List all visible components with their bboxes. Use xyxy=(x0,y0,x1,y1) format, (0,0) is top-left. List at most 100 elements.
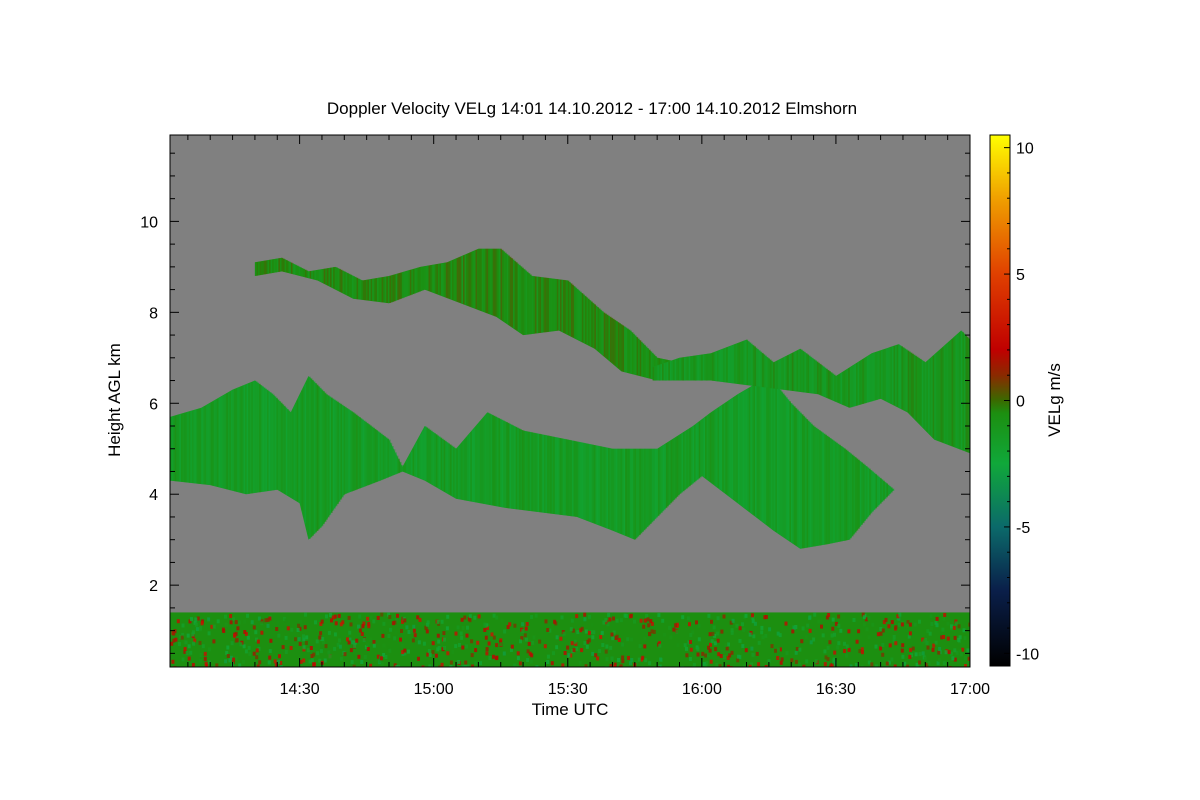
velocity-pixel xyxy=(279,665,283,667)
velocity-pixel xyxy=(588,614,591,619)
velocity-streak xyxy=(654,448,657,520)
velocity-pixel xyxy=(711,631,715,636)
velocity-streak xyxy=(669,441,671,505)
velocity-streak xyxy=(495,416,497,507)
velocity-streak xyxy=(359,279,362,300)
velocity-pixel xyxy=(630,658,634,662)
velocity-streak xyxy=(533,276,535,334)
velocity-streak xyxy=(334,267,337,290)
velocity-streak xyxy=(562,438,565,516)
velocity-streak xyxy=(531,275,534,334)
velocity-pixel xyxy=(488,656,492,660)
velocity-pixel xyxy=(309,646,313,650)
velocity-streak xyxy=(587,443,590,522)
velocity-pixel xyxy=(452,640,456,645)
velocity-streak xyxy=(550,278,553,332)
velocity-streak xyxy=(787,399,790,541)
velocity-pixel xyxy=(306,648,310,653)
velocity-streak xyxy=(545,277,548,333)
velocity-streak xyxy=(270,392,272,491)
velocity-pixel xyxy=(333,632,337,637)
velocity-streak xyxy=(704,354,706,381)
velocity-pixel xyxy=(189,650,193,655)
velocity-streak xyxy=(736,395,738,503)
velocity-pixel xyxy=(918,652,922,657)
velocity-pixel xyxy=(587,638,591,643)
velocity-pixel xyxy=(530,615,534,619)
velocity-pixel xyxy=(570,641,574,646)
velocity-streak xyxy=(568,439,571,516)
velocity-streak xyxy=(306,381,308,530)
velocity-streak xyxy=(593,445,596,524)
plot-frame xyxy=(169,134,971,668)
velocity-streak xyxy=(656,448,659,518)
velocity-streak xyxy=(765,355,767,388)
velocity-streak xyxy=(612,448,615,531)
velocity-streak xyxy=(709,353,711,381)
velocity-streak xyxy=(769,376,771,528)
velocity-pixel xyxy=(296,628,300,632)
velocity-streak xyxy=(522,267,524,335)
velocity-pixel xyxy=(630,613,633,618)
velocity-streak xyxy=(592,302,595,348)
velocity-streak xyxy=(929,358,932,435)
velocity-pixel xyxy=(950,624,953,629)
velocity-pixel xyxy=(451,650,455,654)
velocity-streak xyxy=(617,448,619,533)
velocity-pixel xyxy=(403,648,407,653)
velocity-pixel xyxy=(757,640,761,645)
velocity-pixel xyxy=(369,663,373,667)
velocity-streak xyxy=(701,419,704,476)
velocity-streak xyxy=(484,248,487,313)
velocity-pixel xyxy=(909,647,912,652)
velocity-streak xyxy=(674,359,677,381)
velocity-pixel xyxy=(437,639,441,644)
velocity-pixel xyxy=(859,634,862,639)
velocity-pixel xyxy=(925,662,929,667)
velocity-pixel xyxy=(867,635,871,640)
velocity-streak xyxy=(502,249,504,321)
velocity-pixel xyxy=(233,633,237,638)
velocity-pixel xyxy=(325,614,328,619)
velocity-streak xyxy=(539,276,542,333)
velocity-pixel xyxy=(937,658,941,663)
velocity-pixel xyxy=(225,650,229,655)
velocity-streak xyxy=(626,448,629,537)
velocity-pixel xyxy=(647,623,651,628)
velocity-streak xyxy=(470,432,472,502)
velocity-pixel xyxy=(461,665,465,667)
velocity-pixel xyxy=(637,657,641,662)
velocity-pixel xyxy=(422,641,426,646)
velocity-streak xyxy=(434,433,436,487)
velocity-streak xyxy=(811,423,813,547)
velocity-streak xyxy=(650,448,652,524)
velocity-pixel xyxy=(391,621,395,626)
velocity-pixel xyxy=(963,656,967,661)
velocity-pixel xyxy=(836,645,840,650)
velocity-pixel xyxy=(669,635,673,640)
velocity-streak xyxy=(452,260,454,300)
velocity-pixel xyxy=(784,621,788,626)
velocity-streak xyxy=(830,438,832,544)
velocity-streak xyxy=(777,360,780,390)
velocity-streak xyxy=(791,403,793,543)
velocity-streak xyxy=(412,269,415,295)
velocity-streak xyxy=(525,431,527,511)
velocity-pixel xyxy=(188,619,192,624)
velocity-pixel xyxy=(174,637,178,642)
velocity-streak xyxy=(786,397,788,540)
velocity-pixel xyxy=(290,627,294,632)
velocity-pixel xyxy=(672,627,676,632)
velocity-streak xyxy=(608,315,610,361)
velocity-streak xyxy=(373,278,376,302)
velocity-pixel xyxy=(479,661,482,666)
velocity-streak xyxy=(556,437,558,515)
velocity-streak xyxy=(615,448,618,532)
velocity-pixel xyxy=(823,662,827,667)
velocity-pixel xyxy=(780,657,784,662)
velocity-pixel xyxy=(879,631,883,636)
velocity-pixel xyxy=(407,649,410,654)
velocity-pixel xyxy=(594,653,598,658)
velocity-pixel xyxy=(351,640,355,645)
upper-cloud-layer-2-streaks xyxy=(652,330,970,453)
